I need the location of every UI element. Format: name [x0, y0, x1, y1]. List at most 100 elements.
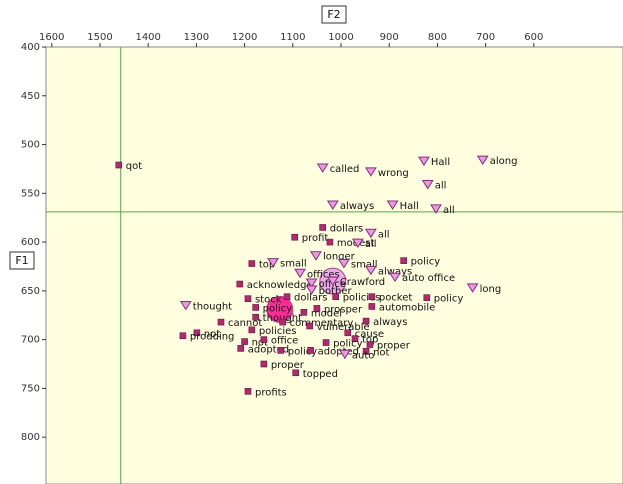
triangle-point	[364, 265, 377, 276]
square-point	[292, 369, 299, 377]
square-point	[351, 335, 359, 342]
x-tick-label: 900	[380, 32, 399, 43]
point-label: policy	[288, 346, 318, 357]
point-label: along	[490, 156, 518, 167]
square-point	[300, 309, 308, 316]
triangle-point	[466, 283, 479, 293]
triangle-point	[476, 155, 489, 166]
square-point	[260, 360, 268, 368]
point-label: dollars	[330, 223, 363, 234]
point-label: office	[271, 336, 298, 347]
point-label: not	[204, 329, 220, 340]
square-point	[237, 345, 245, 352]
point-label: long	[480, 284, 502, 295]
point-label: proper	[271, 360, 305, 371]
y-tick-label: 800	[21, 432, 40, 443]
point-label: vulnerable	[317, 322, 370, 333]
y-tick-label: 400	[21, 42, 40, 53]
y-axis-label-box	[9, 251, 35, 270]
point-label: small	[280, 259, 307, 270]
point-label: always	[378, 266, 412, 277]
square-point	[326, 238, 334, 246]
triangle-point	[179, 300, 192, 311]
point-label: commentary	[290, 318, 354, 329]
triangle-point	[294, 268, 306, 279]
x-tick-label: 1400	[135, 32, 160, 43]
point-label: qot	[126, 161, 142, 172]
square-point	[344, 329, 352, 337]
point-label: bother	[319, 286, 353, 297]
triangle-point	[389, 272, 401, 283]
square-point	[319, 224, 326, 231]
point-label: policies	[343, 293, 381, 304]
square-point	[306, 322, 313, 330]
square-point	[241, 338, 248, 345]
square-point	[252, 313, 259, 321]
square-point	[115, 161, 123, 169]
point-label: called	[330, 164, 360, 175]
point-label: policy	[333, 339, 363, 350]
y-tick-label: 700	[21, 335, 40, 346]
square-point	[248, 326, 256, 334]
triangle-point	[326, 200, 339, 210]
point-label: model	[311, 308, 342, 319]
square-point	[400, 257, 407, 264]
triangle-point	[305, 278, 318, 289]
point-label: dollars	[294, 293, 327, 304]
point-label: offices	[307, 269, 340, 280]
triangle-point	[326, 276, 339, 287]
point-label: prosper	[324, 304, 363, 315]
square-point	[366, 341, 374, 348]
triangle-point	[421, 180, 434, 190]
square-point	[260, 336, 268, 343]
point-label: Crawford	[340, 277, 385, 288]
square-point	[248, 260, 256, 267]
triangle-point	[338, 349, 351, 360]
point-label: proper	[377, 341, 411, 352]
point-label: wrong	[378, 168, 409, 179]
x-tick-label: 600	[524, 32, 543, 43]
y-axis-label: F1	[15, 254, 28, 267]
point-label: automobile	[379, 302, 435, 313]
point-label: stock	[255, 295, 282, 306]
point-label: acknowledge	[247, 280, 313, 291]
point-label: all	[378, 229, 390, 240]
point-label: cannot	[228, 318, 262, 329]
square-point	[368, 293, 376, 301]
point-label: auto	[352, 350, 375, 361]
triangle-point	[337, 259, 350, 269]
point-label: cause	[355, 329, 384, 340]
triangle-point	[364, 167, 377, 177]
plot-area	[45, 46, 623, 484]
square-point	[179, 332, 187, 340]
point-label: topped	[303, 369, 338, 380]
square-point	[332, 293, 340, 301]
x-tick-label: 1600	[39, 32, 64, 43]
square-point	[283, 293, 291, 301]
point-label: adopted	[248, 344, 289, 355]
x-tick-label: 1100	[280, 32, 305, 43]
triangle-point	[310, 251, 322, 261]
square-point	[244, 388, 252, 395]
y-tick-label: 550	[21, 188, 40, 199]
point-label: policy	[434, 294, 464, 305]
point-label: prodding	[190, 332, 235, 343]
x-tick-label: 1200	[232, 32, 257, 43]
triangle-point	[418, 156, 430, 167]
point-label: all	[365, 239, 377, 250]
y-tick-label: 650	[21, 286, 40, 297]
x-tick-label: 700	[476, 32, 495, 43]
square-point	[193, 329, 201, 337]
x-axis-label-box	[321, 5, 347, 24]
square-point	[362, 317, 370, 325]
x-tick-label: 1300	[184, 32, 209, 43]
point-label: small	[351, 260, 378, 271]
point-label: policy	[411, 257, 441, 268]
square-point	[423, 294, 431, 301]
point-label: pocket	[379, 293, 413, 304]
triangle-point	[305, 285, 318, 295]
point-label: adopted	[318, 346, 359, 357]
point-label: policies	[259, 326, 297, 337]
square-point	[244, 295, 252, 302]
